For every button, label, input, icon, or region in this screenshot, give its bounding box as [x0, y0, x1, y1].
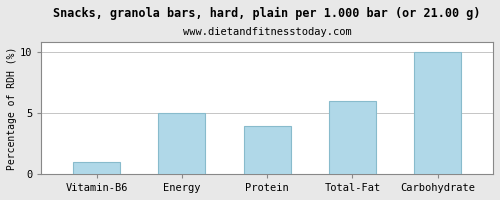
Y-axis label: Percentage of RDH (%): Percentage of RDH (%)	[7, 46, 17, 170]
Bar	[329, 101, 376, 174]
Bar	[158, 113, 206, 174]
Text: www.dietandfitnesstoday.com: www.dietandfitnesstoday.com	[183, 27, 352, 37]
Bar	[73, 162, 120, 174]
Title: Snacks, granola bars, hard, plain per 1.000 bar (or 21.00 g): Snacks, granola bars, hard, plain per 1.…	[54, 7, 481, 20]
Bar	[414, 52, 461, 174]
Bar	[244, 126, 290, 174]
